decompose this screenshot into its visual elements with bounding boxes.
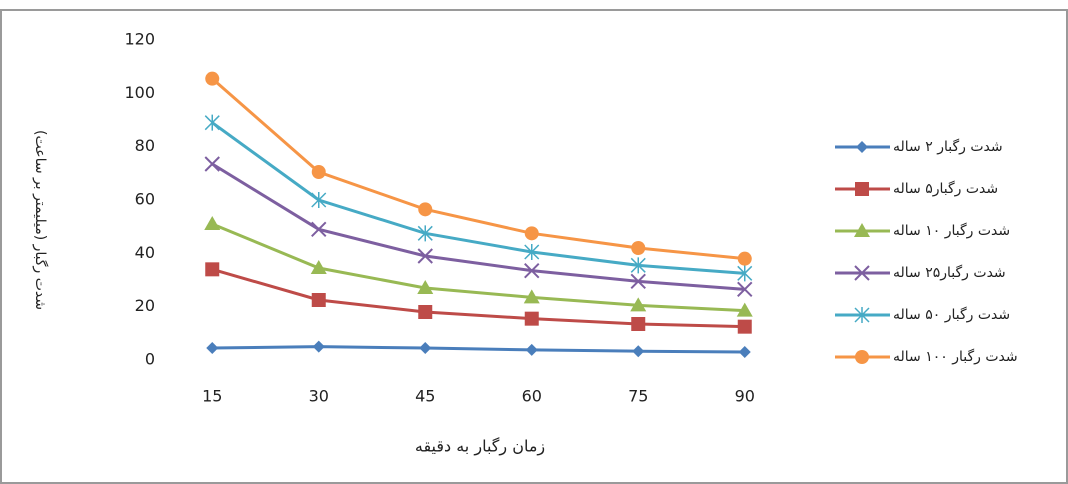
y-tick-label: 60 <box>135 190 155 209</box>
marker <box>856 141 868 153</box>
legend-label: شدت رگبار۲۵ ساله <box>893 264 1006 281</box>
marker <box>737 319 752 334</box>
marker <box>311 221 327 238</box>
y-tick-label: 80 <box>135 136 155 155</box>
marker <box>737 251 752 266</box>
x-tick-label: 30 <box>309 387 329 406</box>
series-line <box>212 345 745 354</box>
y-tick-label: 120 <box>124 30 155 49</box>
marker <box>854 223 870 237</box>
marker <box>631 317 646 331</box>
marker <box>418 202 433 217</box>
marker <box>854 265 870 281</box>
marker <box>524 262 540 279</box>
y-tick-label: 100 <box>124 83 155 102</box>
legend-label: شدت رگبار ۵۰ ساله <box>893 306 1010 323</box>
marker <box>632 345 645 358</box>
x-axis-label: زمان رگبار به دقیقه <box>415 437 545 457</box>
marker <box>524 244 540 260</box>
marker <box>417 225 433 242</box>
marker <box>311 165 326 179</box>
x-tick-label: 90 <box>735 387 755 406</box>
marker <box>204 216 221 230</box>
x-tick-label: 75 <box>628 387 648 406</box>
marker <box>206 342 219 354</box>
marker <box>417 248 433 264</box>
series-line <box>211 222 745 313</box>
marker <box>630 273 646 290</box>
x-tick-label: 45 <box>415 387 435 406</box>
marker <box>418 305 433 319</box>
marker <box>736 302 753 317</box>
marker <box>311 293 326 307</box>
y-axis-label: شدت رگبار (میلیمتر بر ساعت) <box>32 130 49 310</box>
marker <box>737 265 753 282</box>
series-line <box>211 121 745 275</box>
marker <box>854 307 870 323</box>
chart-frame <box>0 9 1068 484</box>
y-tick-label: 40 <box>135 243 155 262</box>
marker <box>630 257 646 274</box>
marker <box>631 241 646 255</box>
marker <box>417 280 434 294</box>
marker <box>855 350 869 364</box>
marker <box>205 71 220 86</box>
marker <box>419 342 432 354</box>
marker <box>204 156 220 172</box>
marker <box>524 226 539 241</box>
marker <box>204 114 220 131</box>
legend-label: شدت رگبار ۲ ساله <box>893 138 1003 155</box>
marker <box>523 289 540 304</box>
marker <box>205 262 220 277</box>
legend-label: شدت رگبار ۱۰ ساله <box>893 222 1010 239</box>
marker <box>312 340 325 353</box>
marker <box>525 343 538 356</box>
y-tick-label: 20 <box>135 296 155 315</box>
marker <box>738 346 751 358</box>
legend-label: شدت رگبار۵ ساله <box>893 180 998 197</box>
y-tick-label: 0 <box>145 350 155 369</box>
marker <box>855 182 869 196</box>
legend-label: شدت رگبار ۱۰۰ ساله <box>893 348 1018 365</box>
series-line <box>211 267 745 329</box>
series-line <box>211 162 745 291</box>
x-tick-label: 15 <box>202 387 222 406</box>
series-line <box>211 77 745 261</box>
marker <box>524 311 539 326</box>
marker <box>310 260 327 274</box>
marker <box>311 192 327 208</box>
marker <box>737 281 753 298</box>
x-tick-label: 60 <box>522 387 542 406</box>
marker <box>630 297 647 312</box>
